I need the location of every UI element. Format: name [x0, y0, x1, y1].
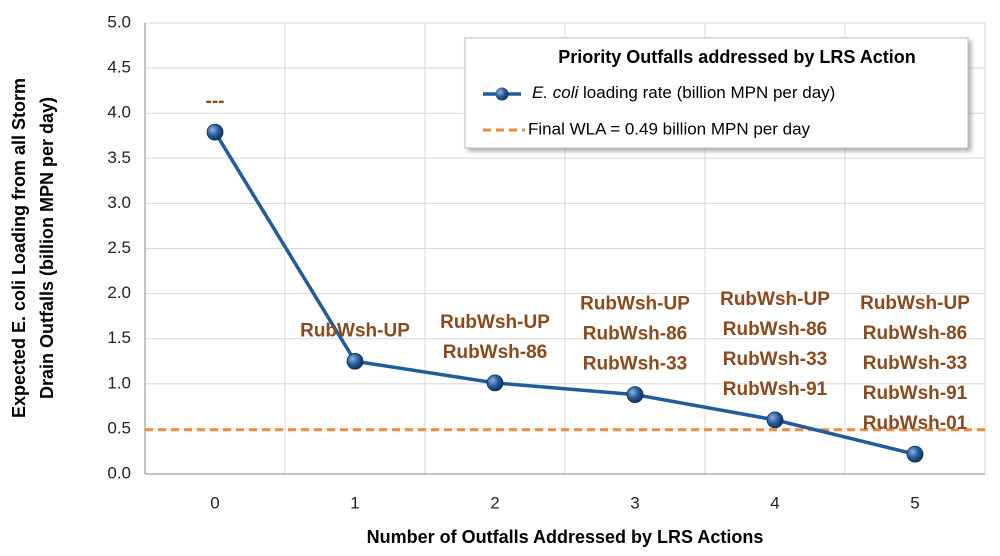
data-point	[206, 123, 224, 141]
annotation: RubWsh-86	[583, 324, 688, 345]
y-tick-label: 1.0	[107, 373, 131, 392]
annotation: RubWsh-33	[863, 353, 968, 374]
y-tick-label: 2.0	[107, 283, 131, 302]
legend-label: E. coli loading rate (billion MPN per da…	[532, 83, 835, 102]
annotation: RubWsh-86	[443, 342, 548, 363]
legend-title: Priority Outfalls addressed by LRS Actio…	[558, 47, 915, 67]
annotation: RubWsh-86	[723, 319, 828, 340]
y-tick-label: 0.5	[107, 418, 131, 437]
legend-swatch	[495, 87, 509, 101]
annotation: RubWsh-UP	[860, 293, 970, 314]
legend: Priority Outfalls addressed by LRS Actio…	[464, 37, 969, 149]
y-tick-label: 1.5	[107, 328, 131, 347]
y-tick-label: 5.0	[107, 12, 131, 31]
annotation: RubWsh-UP	[300, 320, 410, 341]
y-tick-label: 3.0	[107, 193, 131, 212]
data-point	[766, 411, 784, 429]
annotation: RubWsh-33	[583, 354, 688, 375]
y-axis-title: Drain Outfalls (billion MPN per day)	[37, 97, 57, 399]
x-tick-label: 5	[910, 493, 919, 512]
legend-box	[464, 37, 969, 149]
annotation: ---	[206, 91, 225, 112]
legend-label: Final WLA = 0.49 billion MPN per day	[528, 119, 811, 138]
annotation: RubWsh-UP	[440, 312, 550, 333]
annotation: RubWsh-86	[863, 323, 968, 344]
data-point	[346, 352, 364, 370]
annotation: RubWsh-91	[863, 383, 968, 404]
series-line	[213, 131, 916, 456]
annotation: RubWsh-33	[723, 349, 828, 370]
y-tick-label: 2.5	[107, 238, 131, 257]
data-point	[486, 374, 504, 392]
y-axis-title: Expected E. coli Loading from all Storm	[9, 78, 29, 418]
x-tick-label: 2	[490, 493, 499, 512]
annotation: RubWsh-01	[863, 413, 968, 434]
y-tick-label: 4.0	[107, 103, 131, 122]
y-tick-label: 0.0	[107, 463, 131, 482]
x-tick-label: 4	[770, 493, 779, 512]
x-tick-label: 0	[210, 493, 219, 512]
annotation: RubWsh-UP	[580, 294, 690, 315]
x-tick-label: 3	[630, 493, 639, 512]
x-tick-label: 1	[350, 493, 359, 512]
annotation: RubWsh-91	[723, 379, 828, 400]
y-tick-label: 3.5	[107, 148, 131, 167]
y-tick-label: 4.5	[107, 58, 131, 77]
data-point	[906, 445, 924, 463]
x-axis-title: Number of Outfalls Addressed by LRS Acti…	[367, 527, 764, 547]
annotation: RubWsh-UP	[720, 289, 830, 310]
data-point	[626, 386, 644, 404]
